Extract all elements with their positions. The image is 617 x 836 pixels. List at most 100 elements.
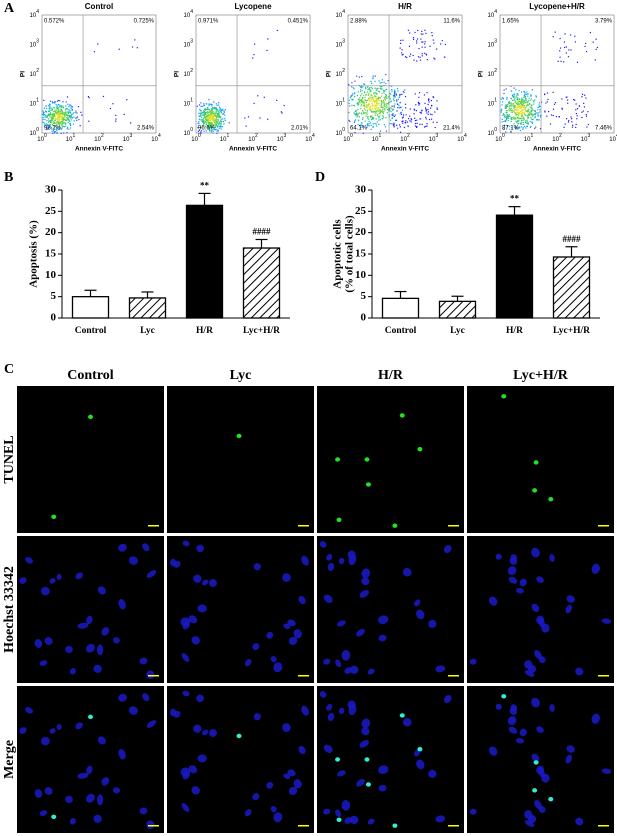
event-dot bbox=[363, 83, 365, 85]
event-dot bbox=[407, 29, 410, 31]
event-dot bbox=[392, 108, 394, 111]
event-dot bbox=[525, 110, 527, 112]
nucleus bbox=[288, 786, 298, 796]
tick-exponent: 3 bbox=[36, 39, 39, 45]
event-dot bbox=[59, 100, 61, 102]
event-dot bbox=[202, 105, 204, 108]
event-dot bbox=[202, 121, 204, 123]
event-dot bbox=[393, 89, 396, 91]
event-dot bbox=[429, 45, 431, 47]
nucleus bbox=[244, 809, 252, 817]
event-dot bbox=[401, 49, 403, 51]
event-dot bbox=[58, 104, 60, 106]
event-dot bbox=[429, 113, 432, 115]
event-dot bbox=[523, 112, 525, 114]
event-dot bbox=[519, 129, 522, 132]
event-dot bbox=[58, 125, 60, 128]
event-dot bbox=[414, 93, 416, 95]
nucleus bbox=[350, 815, 359, 825]
event-dot bbox=[267, 38, 269, 40]
event-dot bbox=[217, 121, 219, 123]
nucleus bbox=[531, 547, 540, 558]
event-dot bbox=[210, 127, 212, 129]
event-dot bbox=[212, 111, 214, 113]
event-dot bbox=[210, 125, 212, 127]
event-dot bbox=[207, 119, 209, 121]
event-dot bbox=[513, 107, 515, 110]
event-dot bbox=[531, 113, 533, 115]
quadrant-percent: 0.572% bbox=[44, 19, 65, 25]
plot-title: H/R bbox=[398, 2, 412, 11]
event-dot bbox=[218, 123, 220, 125]
merged-spot bbox=[51, 814, 57, 820]
event-dot bbox=[57, 118, 59, 120]
event-dot bbox=[215, 107, 217, 109]
event-dot bbox=[517, 111, 519, 114]
event-dot bbox=[361, 93, 363, 95]
event-dot bbox=[67, 103, 69, 105]
event-dot bbox=[211, 118, 213, 120]
event-dot bbox=[61, 123, 63, 125]
event-dot bbox=[373, 92, 376, 94]
event-dot bbox=[521, 112, 523, 114]
tick-exponent: 0 bbox=[494, 127, 497, 133]
event-dot bbox=[283, 104, 285, 107]
event-dot bbox=[62, 120, 64, 122]
event-dot bbox=[391, 105, 393, 107]
event-dot bbox=[376, 87, 378, 90]
event-dot bbox=[515, 118, 517, 120]
event-dot bbox=[526, 125, 528, 127]
event-dot bbox=[48, 105, 50, 107]
tick-exponent: 4 bbox=[616, 133, 617, 139]
event-dot bbox=[506, 105, 508, 108]
event-dot bbox=[375, 118, 377, 120]
event-dot bbox=[504, 107, 506, 109]
event-dot bbox=[213, 122, 216, 124]
event-dot bbox=[376, 121, 378, 123]
event-dot bbox=[403, 126, 406, 129]
event-dot bbox=[546, 92, 549, 94]
scale-bar bbox=[598, 675, 609, 677]
nucleus bbox=[282, 573, 291, 582]
event-dot bbox=[521, 115, 523, 117]
event-dot bbox=[364, 96, 366, 99]
nucleus bbox=[319, 541, 327, 548]
event-dot bbox=[368, 97, 370, 100]
tick-exponent: 4 bbox=[190, 9, 193, 15]
event-dot bbox=[51, 116, 53, 119]
event-dot bbox=[219, 108, 221, 111]
event-dot bbox=[375, 123, 377, 125]
event-dot bbox=[203, 110, 205, 112]
event-dot bbox=[515, 120, 517, 122]
event-dot bbox=[355, 110, 357, 112]
event-dot bbox=[376, 104, 378, 107]
event-dot bbox=[523, 99, 525, 101]
nucleus bbox=[469, 658, 477, 665]
event-dot bbox=[522, 128, 524, 130]
event-dot bbox=[49, 113, 51, 115]
event-dot bbox=[394, 114, 396, 116]
event-dot bbox=[214, 126, 217, 129]
tick-exponent: 1 bbox=[378, 133, 381, 139]
event-dot bbox=[525, 98, 527, 100]
event-dot bbox=[594, 59, 596, 61]
event-dot bbox=[570, 116, 572, 118]
nucleus bbox=[146, 820, 155, 829]
event-dot bbox=[51, 119, 53, 121]
event-dot bbox=[360, 95, 362, 97]
event-dot bbox=[388, 102, 390, 104]
event-dot bbox=[61, 112, 63, 114]
y-tick-label: 15 bbox=[45, 248, 57, 260]
event-dot bbox=[511, 126, 513, 129]
nucleus bbox=[335, 809, 342, 818]
event-dot bbox=[510, 118, 512, 120]
event-dot bbox=[199, 112, 201, 114]
nucleus bbox=[85, 793, 95, 803]
event-dot bbox=[521, 117, 523, 119]
event-dot bbox=[419, 111, 421, 113]
event-dot bbox=[399, 42, 402, 44]
tick-base: 10 bbox=[372, 137, 379, 143]
event-dot bbox=[202, 118, 205, 120]
event-dot bbox=[520, 110, 523, 112]
event-dot bbox=[513, 110, 515, 113]
